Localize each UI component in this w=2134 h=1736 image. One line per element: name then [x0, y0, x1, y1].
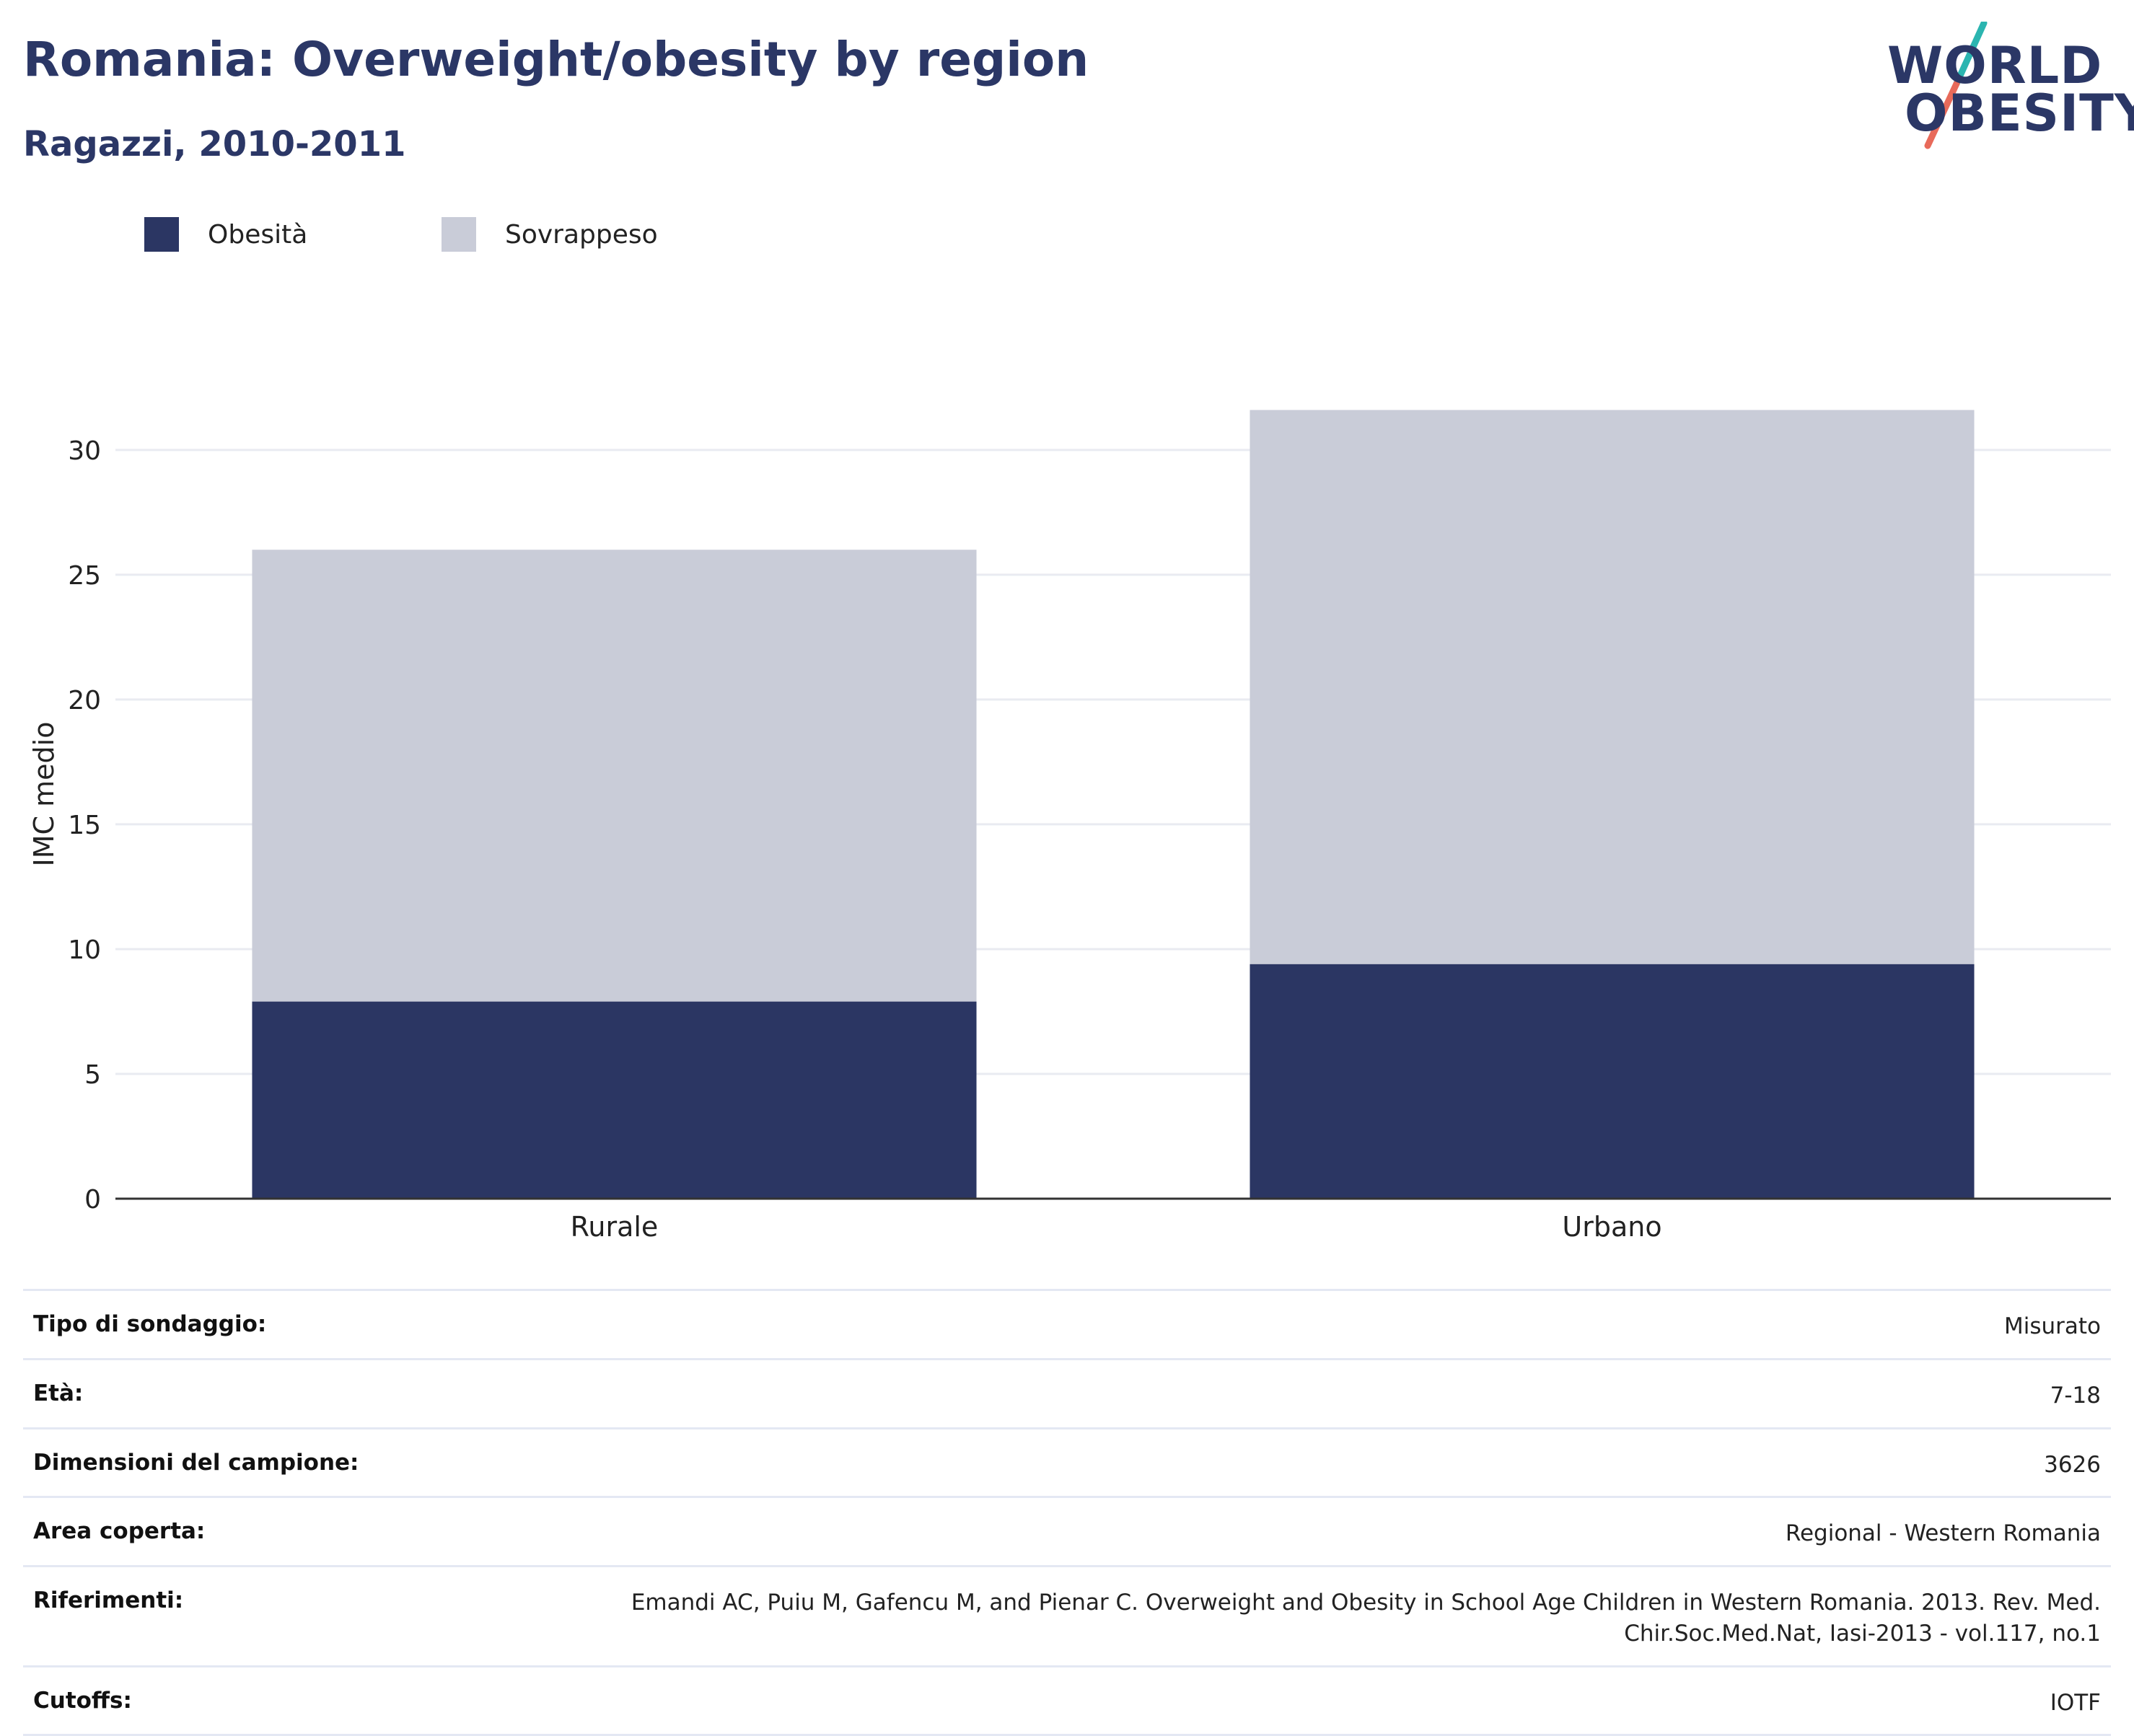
x-tick-label: Urbano — [1562, 1211, 1661, 1243]
info-label: Età: — [33, 1380, 84, 1406]
legend-label-overweight: Sovrappeso — [505, 219, 658, 250]
bar-urbano-series-0 — [1250, 964, 1975, 1199]
bar-rurale-series-1 — [252, 550, 977, 1002]
y-tick-label: 0 — [84, 1185, 101, 1215]
info-row: Riferimenti: Emandi AC, Puiu M, Gafencu M… — [23, 1565, 2111, 1665]
info-row: Tipo di sondaggio: Misurato — [23, 1289, 2111, 1358]
chart-subtitle: Ragazzi, 2010-2011 — [23, 124, 406, 164]
info-value: 7-18 — [2050, 1382, 2101, 1409]
y-tick-label: 10 — [68, 935, 101, 965]
info-row: Cutoffs: IOTF — [23, 1665, 2111, 1736]
info-table: Tipo di sondaggio: Misurato Età: 7-18 Dimens… — [23, 1289, 2111, 1736]
info-row: Età: 7-18 — [23, 1357, 2111, 1427]
world-obesity-logo: WORLD OBESITY — [1876, 22, 2134, 151]
info-label: Area coperta: — [33, 1518, 206, 1545]
info-label: Riferimenti: — [33, 1587, 184, 1614]
info-value: IOTF — [2050, 1689, 2101, 1716]
info-value: 3626 — [2044, 1451, 2101, 1478]
info-label: Cutoffs: — [33, 1687, 132, 1714]
y-tick-label: 25 — [68, 561, 101, 591]
info-label: Dimensioni del campione: — [33, 1449, 359, 1476]
info-label: Tipo di sondaggio: — [33, 1311, 267, 1337]
legend-swatch-obesity — [144, 217, 179, 252]
info-value: Regional - Western Romania — [1785, 1520, 2101, 1547]
x-tick-label: Rurale — [571, 1211, 659, 1243]
logo-slash-icon — [1924, 22, 1988, 149]
chart-title: Romania: Overweight/obesity by region — [23, 32, 1089, 87]
bar-urbano-series-1 — [1250, 410, 1975, 964]
bar-rurale-series-0 — [252, 1001, 977, 1199]
y-tick-label: 20 — [68, 686, 101, 715]
legend-item-overweight: Sovrappeso — [442, 216, 658, 252]
stacked-bar-chart: 0 5 10 15 20 25 30 IMC medio Rurale Urbano — [28, 410, 2111, 1243]
info-row: Area coperta: Regional - Western Romania — [23, 1496, 2111, 1565]
y-axis-label: IMC medio — [28, 722, 60, 867]
legend-swatch-overweight — [442, 217, 476, 252]
y-tick-label: 15 — [68, 811, 101, 840]
info-value: Misurato — [2003, 1313, 2101, 1339]
logo-word-obesity: OBESITY — [1905, 84, 2134, 143]
legend-label-obesity: Obesità — [208, 219, 308, 250]
logo-word-world: WORLD — [1887, 36, 2103, 95]
y-tick-label: 30 — [68, 436, 101, 466]
info-value: Emandi AC, Puiu M, Gafencu M, and Pienar… — [631, 1590, 2101, 1647]
legend-item-obesity: Obesità — [144, 216, 307, 252]
y-tick-label: 5 — [84, 1060, 101, 1090]
info-row: Dimensioni del campione: 3626 — [23, 1427, 2111, 1497]
